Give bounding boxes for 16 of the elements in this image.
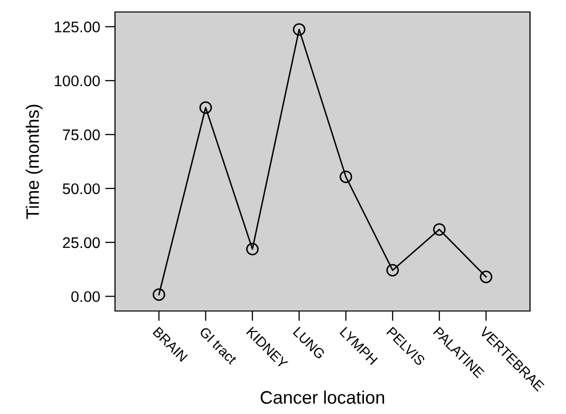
point [292, 23, 306, 36]
y-tick-label: 0.00 [71, 291, 100, 302]
point [480, 270, 492, 284]
point [433, 223, 446, 236]
point [199, 101, 212, 114]
point [340, 170, 352, 184]
point [386, 264, 399, 276]
y-tick-label: 125.00 [54, 22, 100, 32]
point [246, 242, 259, 256]
y-tick-label: 75.00 [62, 129, 100, 140]
y-tick-label: 50.00 [62, 183, 100, 194]
y-tick-label: 25.00 [62, 237, 100, 248]
point [152, 288, 166, 301]
y-tick-label: 100.00 [54, 75, 100, 86]
y-axis-title: Time (months) [26, 104, 43, 219]
x-axis-title: Cancer location [260, 390, 384, 404]
